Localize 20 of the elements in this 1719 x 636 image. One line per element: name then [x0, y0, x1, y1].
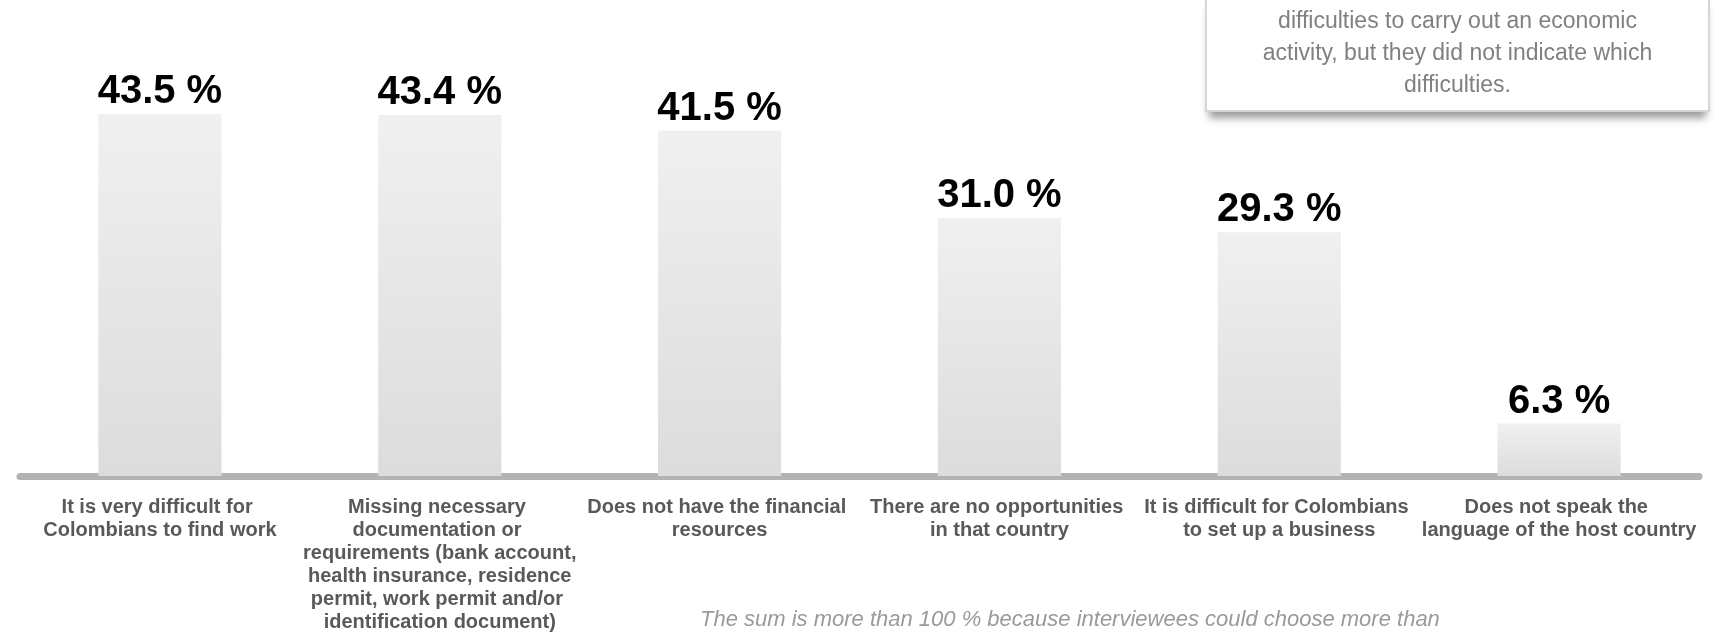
x-tick-label: Does not speak the language of the host country [1421, 494, 1698, 540]
data-label: 41.5 % [657, 83, 782, 128]
data-label: 43.5 % [97, 67, 223, 112]
x-tick-label: Does not have the financial resources [587, 494, 852, 540]
data-label: 6.3 % [1507, 376, 1611, 421]
bar [98, 114, 222, 476]
data-label: 31.0 % [937, 171, 1062, 216]
data-label: 43.4 % [377, 67, 503, 112]
x-tick-label: There are no opportunities in that country [869, 494, 1129, 540]
bar [378, 114, 502, 476]
bar [1497, 423, 1621, 476]
text: The sum is more than 100 % because interviewees could choose more than [700, 606, 1440, 632]
x-tick-label: Missing necessary documentation or requirements (bank account, health insurance, residence permit, work permit and/or identification document) [302, 494, 578, 632]
text: difficulties to carry out an economic activity, but they did not indicate which difficulties. [1205, 0, 1710, 112]
x-tick-label: It is very difficult for Colombians to find work [43, 494, 278, 540]
data-label: 29.3 % [1216, 185, 1342, 230]
bar [937, 218, 1061, 476]
bar [658, 130, 782, 476]
x-tick-label: It is difficult for Colombians to set up a business [1144, 494, 1415, 540]
bar [1217, 232, 1341, 476]
